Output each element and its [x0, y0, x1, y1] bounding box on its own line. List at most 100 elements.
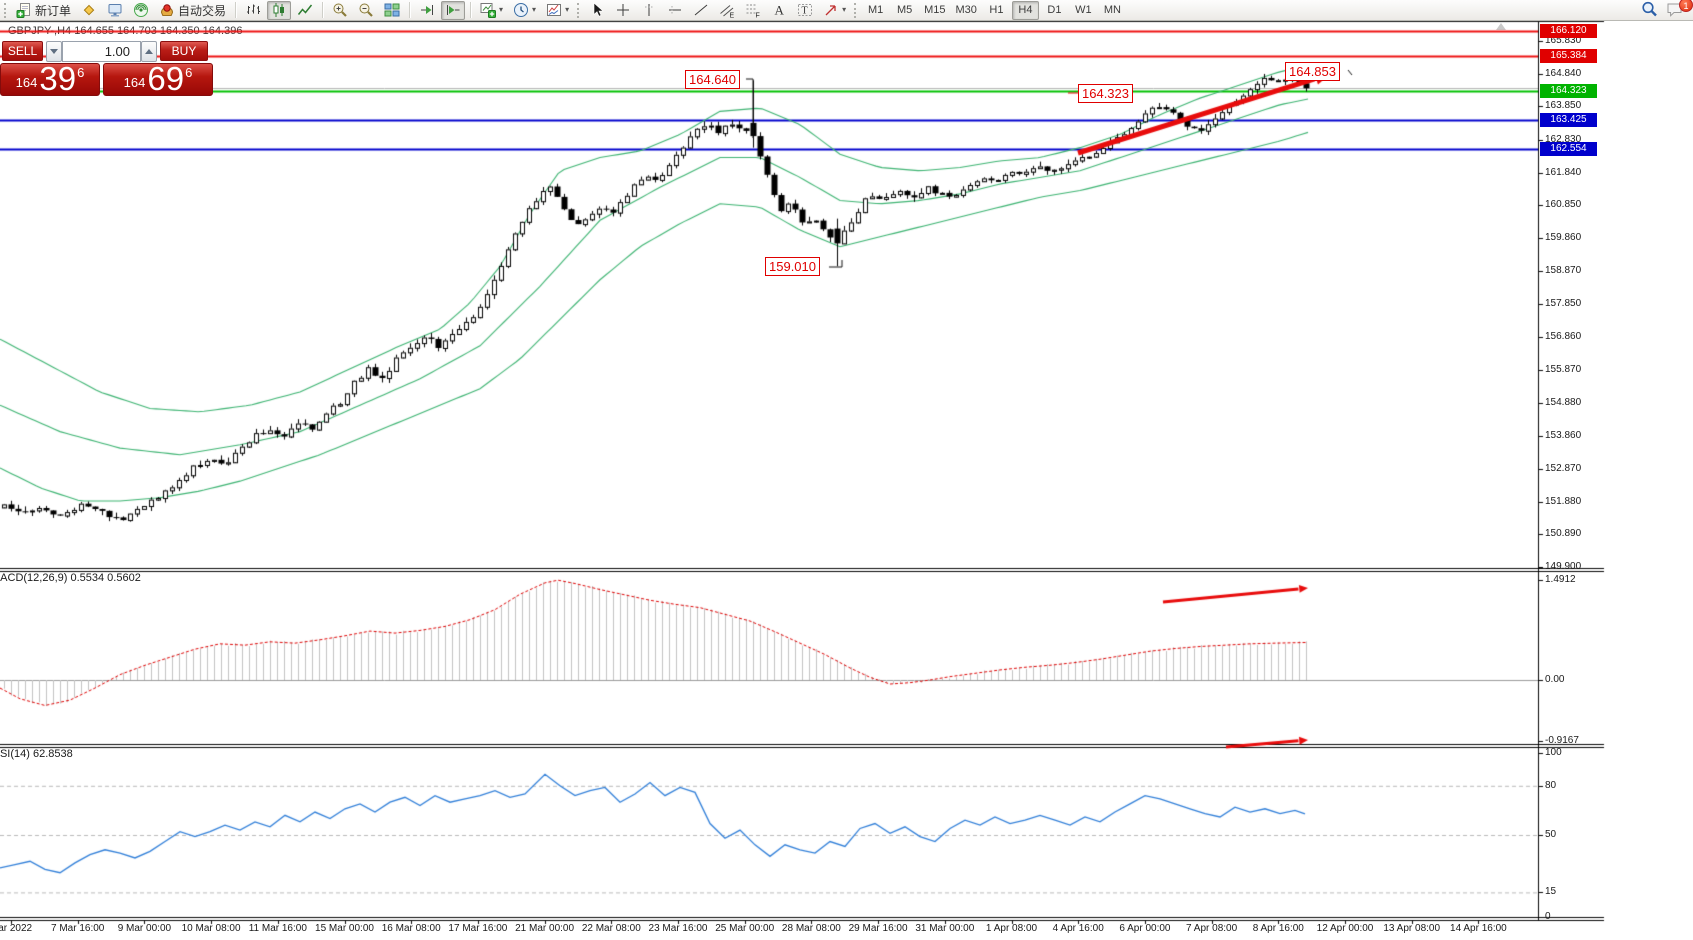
cursor-tool-button[interactable]	[585, 1, 609, 20]
zoom-in-button[interactable]	[328, 1, 352, 20]
horizontal-line-tool-button[interactable]	[663, 1, 687, 20]
price-tick-label: 163.850	[1545, 100, 1582, 112]
arrows-tool-button[interactable]: ▾	[819, 1, 850, 20]
timeframe-m15-button-label: M15	[924, 4, 946, 16]
macd-tick-label: 1.4912	[1545, 574, 1576, 586]
volume-increase-button[interactable]	[141, 41, 157, 62]
sell-price-button[interactable]: 164 39 6	[0, 62, 100, 96]
vertical-line-tool-button[interactable]	[637, 1, 661, 20]
macd-tick-label: -0.9167	[1545, 735, 1579, 747]
text-icon: A	[771, 2, 787, 18]
fibonacci-tool-button[interactable]: F	[741, 1, 765, 20]
new-order-button[interactable]: 新订单	[12, 1, 75, 20]
price-tick-label: 164.840	[1545, 67, 1582, 79]
new-chart-button[interactable]: ▾	[476, 1, 507, 20]
toolbar-grip[interactable]	[4, 2, 8, 18]
text-label-tool-button[interactable]: T	[793, 1, 817, 20]
svg-text:F: F	[756, 13, 760, 19]
timeframe-m5-button-label: M5	[896, 4, 913, 16]
rsi-tick-label: 100	[1545, 747, 1562, 758]
sell-price-prefix: 164	[15, 75, 38, 90]
price-tick-label: 151.880	[1545, 495, 1582, 507]
macd-indicator-label: MACD(12,26,9) 0.5534 0.5602	[0, 572, 141, 584]
timeframe-h1-button[interactable]: H1	[983, 1, 1010, 20]
volume-input[interactable]	[62, 41, 141, 62]
chart-shift-icon	[445, 2, 461, 18]
candlestick-chart-button[interactable]	[267, 0, 292, 20]
signals-button[interactable]	[129, 1, 153, 20]
time-tick-label: 8 Apr 16:00	[1252, 923, 1304, 934]
search-button[interactable]	[1641, 1, 1658, 18]
timeframe-m1-button[interactable]: M1	[862, 1, 889, 20]
timeframe-h1-button-label: H1	[989, 4, 1004, 16]
chart-shift-button[interactable]	[441, 0, 466, 20]
rsi-tick-label: 0	[1545, 911, 1551, 922]
tile-windows-button[interactable]	[380, 1, 404, 20]
hline-icon	[667, 2, 683, 18]
timeframe-m30-button[interactable]: M30	[952, 1, 981, 20]
price-annotation[interactable]: 164.640	[685, 70, 740, 89]
templates-icon	[546, 2, 562, 18]
price-tick-label: 149.900	[1545, 561, 1582, 572]
trendline-tool-button[interactable]	[689, 1, 713, 20]
notifications-button[interactable]: 1	[1666, 0, 1693, 18]
periods-button[interactable]: ▾	[509, 1, 540, 20]
price-level-badge: 165.384	[1540, 48, 1597, 63]
price-tick-label: 165.830	[1545, 35, 1582, 46]
time-tick-label: 22 Mar 08:00	[581, 923, 641, 934]
time-tick-label: 13 Apr 08:00	[1383, 923, 1441, 934]
profile-button[interactable]	[77, 1, 101, 20]
toolbar-grip[interactable]	[577, 2, 581, 18]
price-annotation[interactable]: 159.010	[765, 257, 820, 276]
macd-tick-label: 0.00	[1545, 674, 1565, 685]
auto-scroll-icon	[419, 2, 435, 18]
price-annotation[interactable]: 164.323	[1078, 84, 1133, 103]
fibo-icon: F	[745, 2, 761, 18]
timeframe-d1-button[interactable]: D1	[1041, 1, 1068, 20]
timeframe-m15-button[interactable]: M15	[920, 1, 949, 20]
zoom-out-icon	[358, 2, 374, 18]
toolbar-grip[interactable]	[854, 2, 858, 18]
timeframe-w1-button-label: W1	[1075, 4, 1092, 16]
timeframe-w1-button[interactable]: W1	[1070, 1, 1097, 20]
new-chart-icon	[480, 2, 497, 18]
text-tool-button[interactable]: A	[767, 1, 791, 20]
timeframe-h4-button-label: H4	[1018, 4, 1033, 16]
price-tick-label: 156.860	[1545, 331, 1582, 343]
time-tick-label: 4 Apr 16:00	[1052, 923, 1104, 934]
bar-chart-button[interactable]	[241, 1, 265, 20]
price-annotation[interactable]: 164.853	[1285, 62, 1340, 81]
crosshair-tool-button[interactable]	[611, 1, 635, 20]
buy-button-label: BUY	[171, 44, 197, 58]
svg-text:A: A	[775, 3, 785, 18]
toolbar: 新订单 自动交易 ▾ ▾ ▾ E F A T ▾ M1 M5 M15 M30 H1 H4 D1 W1 MN 1	[0, 0, 1693, 21]
sell-button[interactable]: SELL	[2, 41, 43, 61]
rsi-tick-label: 15	[1545, 886, 1557, 898]
signal-icon	[133, 2, 149, 18]
search-icon	[1641, 1, 1658, 18]
timeframe-mn-button[interactable]: MN	[1099, 1, 1126, 20]
time-tick-label: 10 Mar 08:00	[181, 923, 241, 934]
line-chart-button[interactable]	[293, 1, 317, 20]
buy-button[interactable]: BUY	[160, 41, 208, 61]
toolbar-separator	[235, 2, 237, 18]
line-chart-icon	[297, 2, 313, 18]
timeframe-h4-button[interactable]: H4	[1011, 0, 1039, 20]
volume-decrease-button[interactable]	[46, 41, 62, 62]
autotrade-button-label: 自动交易	[178, 3, 227, 18]
price-tick-label: 155.870	[1545, 363, 1582, 375]
timeframe-m5-button[interactable]: M5	[891, 1, 918, 20]
toolbar-separator	[409, 2, 411, 18]
autotrade-button[interactable]: 自动交易	[155, 1, 230, 20]
auto-scroll-button[interactable]	[415, 1, 439, 20]
terminal-button[interactable]	[103, 1, 127, 20]
buy-price-button[interactable]: 164 69 6	[103, 62, 213, 96]
price-level-badge: 164.323	[1540, 83, 1597, 98]
tile-windows-icon	[384, 2, 400, 18]
price-level-badge: 162.554	[1540, 142, 1597, 157]
templates-button[interactable]: ▾	[542, 1, 573, 20]
zoom-out-button[interactable]	[354, 1, 378, 20]
channel-tool-button[interactable]: E	[715, 1, 739, 20]
chevron-down-icon: ▾	[532, 5, 537, 14]
